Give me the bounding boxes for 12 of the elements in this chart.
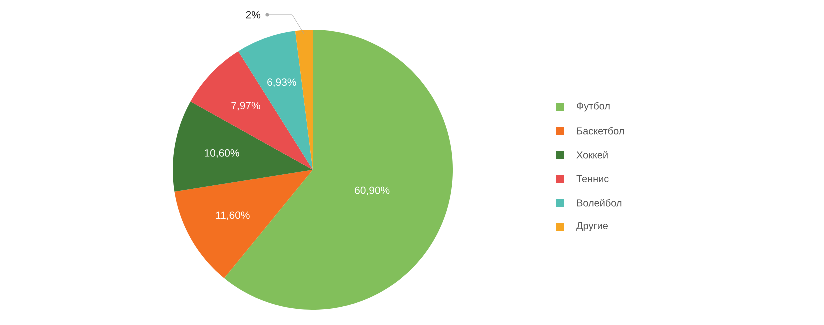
data-label: 60,90% [355,186,390,196]
legend-label: Хоккей [576,151,608,159]
data-label: 10,60% [205,150,240,158]
data-label: 7,97% [232,102,260,111]
legend-label: Теннис [576,176,609,182]
data-label: 11,60% [216,212,250,220]
legend-label: Другие [576,222,608,232]
data-label: 6,93% [268,78,296,88]
legend-label: Футбол [577,102,610,112]
data-label: 2% [246,11,261,19]
legend-label: Баскетбол [577,127,624,135]
legend-label: Волейбол [577,199,622,207]
